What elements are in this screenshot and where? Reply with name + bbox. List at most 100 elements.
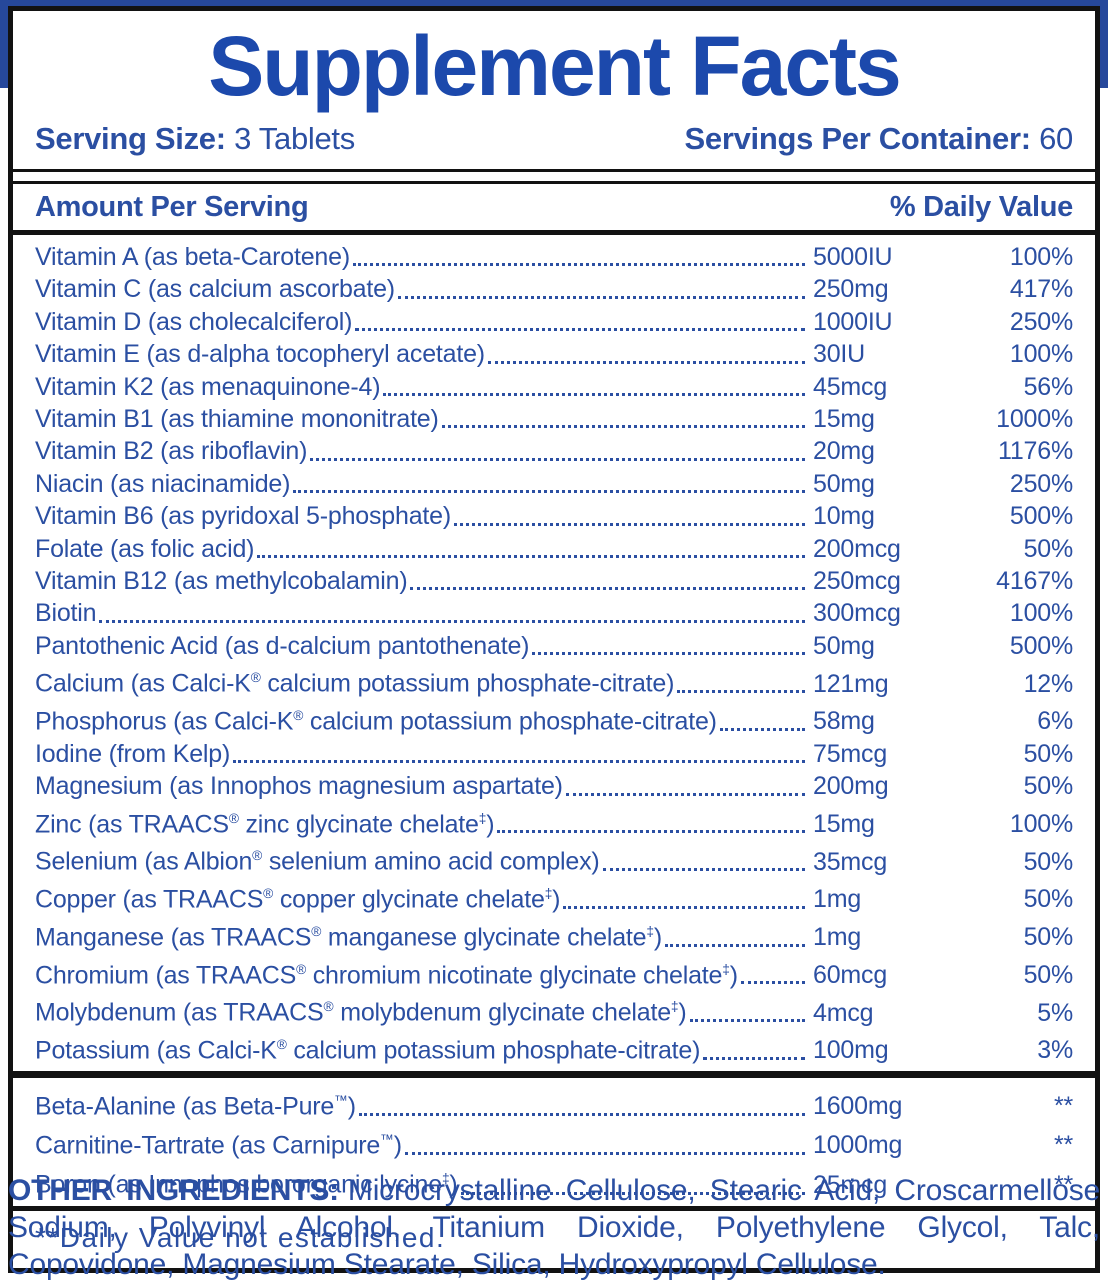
nutrient-name: Vitamin B1 (as thiamine mononitrate) bbox=[35, 405, 439, 434]
nutrient-row: Vitamin K2 (as menaquinone-4) 45mcg 56% bbox=[35, 371, 1073, 403]
nutrient-name: Biotin bbox=[35, 599, 97, 628]
nutrient-amount: 250mg bbox=[813, 275, 889, 304]
dot-leader bbox=[397, 295, 805, 299]
dot-leader bbox=[487, 360, 805, 364]
amount-per-serving-header: Amount Per Serving bbox=[35, 191, 309, 223]
nutrient-daily-value: 50% bbox=[1023, 960, 1074, 989]
nutrient-amount: 1mg bbox=[813, 885, 862, 914]
nutrient-name: Boron (as Innophos bororganic lycine‡) bbox=[35, 1170, 458, 1199]
nutrient-amount: 20mg bbox=[813, 437, 875, 466]
nutrient-name: Molybdenum (as TRAACS® molybdenum glycin… bbox=[35, 998, 687, 1027]
dot-leader bbox=[355, 328, 805, 332]
nutrient-daily-value: 250% bbox=[1009, 469, 1073, 498]
nutrient-row: Molybdenum (as TRAACS® molybdenum glycin… bbox=[35, 991, 1073, 1029]
nutrient-daily-value: 6% bbox=[1037, 707, 1073, 736]
nutrient-row: Beta-Alanine (as Beta-Pure™) 1600mg ** bbox=[35, 1084, 1073, 1123]
nutrient-amount: 25mcg bbox=[813, 1170, 888, 1199]
nutrient-name: Potassium (as Calci-K® calcium potassium… bbox=[35, 1036, 701, 1065]
dot-leader bbox=[233, 760, 805, 764]
nutrient-row: Carnitine-Tartrate (as Carnipure™) 1000mg… bbox=[35, 1123, 1073, 1162]
nutrient-name: Vitamin A (as beta-Carotene) bbox=[35, 243, 350, 271]
nutrient-daily-value: ** bbox=[1053, 1092, 1073, 1121]
nutrient-daily-value: 100% bbox=[1009, 243, 1073, 271]
dot-leader bbox=[352, 263, 805, 267]
nutrient-amount: 1600mg bbox=[813, 1092, 903, 1121]
dot-leader bbox=[602, 868, 805, 872]
nutrient-amount: 5000IU bbox=[813, 243, 893, 271]
dot-leader bbox=[719, 727, 805, 731]
dot-leader bbox=[453, 522, 805, 526]
daily-value-header: % Daily Value bbox=[889, 191, 1073, 223]
supplement-facts-panel: Supplement Facts Serving Size: 3 Tablets… bbox=[8, 6, 1100, 1273]
nutrient-daily-value: 50% bbox=[1023, 534, 1074, 563]
nutrient-amount: 75mcg bbox=[813, 739, 888, 768]
nutrient-name: Pantothenic Acid (as d-calcium pantothen… bbox=[35, 631, 530, 660]
nutrient-amount: 15mg bbox=[813, 405, 875, 434]
nutrient-name: Phosphorus (as Calci-K® calcium potassiu… bbox=[35, 707, 717, 736]
nutrient-amount: 4mcg bbox=[813, 998, 874, 1027]
dot-leader bbox=[293, 490, 805, 494]
nutrient-amount: 200mg bbox=[813, 772, 889, 801]
nutrient-amount: 60mcg bbox=[813, 960, 888, 989]
nutrient-amount: 50mg bbox=[813, 631, 875, 660]
nutrient-daily-value: 50% bbox=[1023, 847, 1074, 876]
nutrient-row: Manganese (as TRAACS® manganese glycinat… bbox=[35, 916, 1073, 954]
section-divider-middle bbox=[13, 1070, 1095, 1078]
nutrient-row: Magnesium (as Innophos magnesium asparta… bbox=[35, 770, 1073, 802]
other-ingredients-text: Microcrystalline Cellulose, Stearic Acid… bbox=[8, 1174, 1100, 1280]
dot-leader bbox=[703, 1056, 805, 1060]
nutrient-row: Calcium (as Calci-K® calcium potassium p… bbox=[35, 662, 1073, 700]
dot-leader bbox=[497, 830, 805, 834]
servings-per-container: Servings Per Container: 60 bbox=[684, 121, 1074, 157]
nutrient-row: Vitamin A (as beta-Carotene) 5000IU 100% bbox=[35, 241, 1073, 273]
nutrient-name: Beta-Alanine (as Beta-Pure™) bbox=[35, 1092, 356, 1121]
nutrient-daily-value: 500% bbox=[1009, 631, 1073, 660]
nutrient-row: Pantothenic Acid (as d-calcium pantothen… bbox=[35, 630, 1073, 662]
nutrient-name: Calcium (as Calci-K® calcium potassium p… bbox=[35, 669, 675, 698]
nutrient-row: Selenium (as Albion® selenium amino acid… bbox=[35, 840, 1073, 878]
nutrient-name: Vitamin B2 (as riboflavin) bbox=[35, 437, 308, 466]
dot-leader bbox=[383, 393, 805, 397]
dot-leader bbox=[689, 1018, 805, 1022]
serving-size: Serving Size: 3 Tablets bbox=[35, 121, 355, 157]
nutrient-name: Niacin (as niacinamide) bbox=[35, 469, 291, 498]
nutrient-amount: 1000mg bbox=[813, 1131, 903, 1160]
servings-per-container-value: 60 bbox=[1039, 121, 1073, 156]
nutrient-amount: 250mcg bbox=[813, 567, 901, 596]
nutrient-amount: 35mcg bbox=[813, 847, 888, 876]
nutrient-row: Biotin 300mcg 100% bbox=[35, 597, 1073, 629]
nutrient-name: Vitamin C (as calcium ascorbate) bbox=[35, 275, 395, 304]
nutrient-amount: 30IU bbox=[813, 340, 866, 369]
nutrient-name: Vitamin D (as cholecalciferol) bbox=[35, 307, 353, 336]
nutrient-amount: 200mcg bbox=[813, 534, 901, 563]
nutrient-amount: 121mg bbox=[813, 669, 889, 698]
nutrient-row: Vitamin C (as calcium ascorbate) 250mg 417… bbox=[35, 273, 1073, 305]
dot-leader bbox=[257, 555, 805, 559]
nutrient-name: Vitamin K2 (as menaquinone-4) bbox=[35, 372, 381, 401]
nutrient-daily-value: 100% bbox=[1009, 809, 1073, 838]
dot-leader bbox=[99, 619, 805, 623]
serving-size-value: 3 Tablets bbox=[234, 121, 355, 156]
servings-per-container-label: Servings Per Container: bbox=[684, 121, 1032, 156]
nutrient-name: Copper (as TRAACS® copper glycinate chel… bbox=[35, 885, 561, 914]
nutrient-daily-value: 4167% bbox=[996, 567, 1073, 596]
nutrient-daily-value: 5% bbox=[1037, 998, 1073, 1027]
serving-info-row: Serving Size: 3 Tablets Servings Per Con… bbox=[13, 115, 1095, 169]
nutrient-row: Vitamin D (as cholecalciferol) 1000IU 250% bbox=[35, 306, 1073, 338]
nutrient-amount: 50mg bbox=[813, 469, 875, 498]
dot-leader bbox=[740, 981, 805, 985]
nutrient-daily-value: 417% bbox=[1009, 275, 1073, 304]
nutrient-row: Vitamin B2 (as riboflavin) 20mg 1176% bbox=[35, 435, 1073, 467]
nutrient-name: Iodine (from Kelp) bbox=[35, 739, 231, 768]
nutrient-name: Vitamin E (as d-alpha tocopheryl acetate… bbox=[35, 340, 485, 369]
nutrient-daily-value: 100% bbox=[1009, 340, 1073, 369]
nutrient-row: Boron (as Innophos bororganic lycine‡) 25… bbox=[35, 1162, 1073, 1201]
nutrient-daily-value: 250% bbox=[1009, 307, 1073, 336]
nutrient-name: Vitamin B12 (as methylcobalamin) bbox=[35, 567, 408, 596]
nutrient-daily-value: 50% bbox=[1023, 739, 1074, 768]
dot-leader bbox=[677, 690, 805, 694]
nutrient-daily-value: 500% bbox=[1009, 502, 1073, 531]
nutrient-daily-value: 100% bbox=[1009, 599, 1073, 628]
dot-leader bbox=[532, 652, 805, 656]
